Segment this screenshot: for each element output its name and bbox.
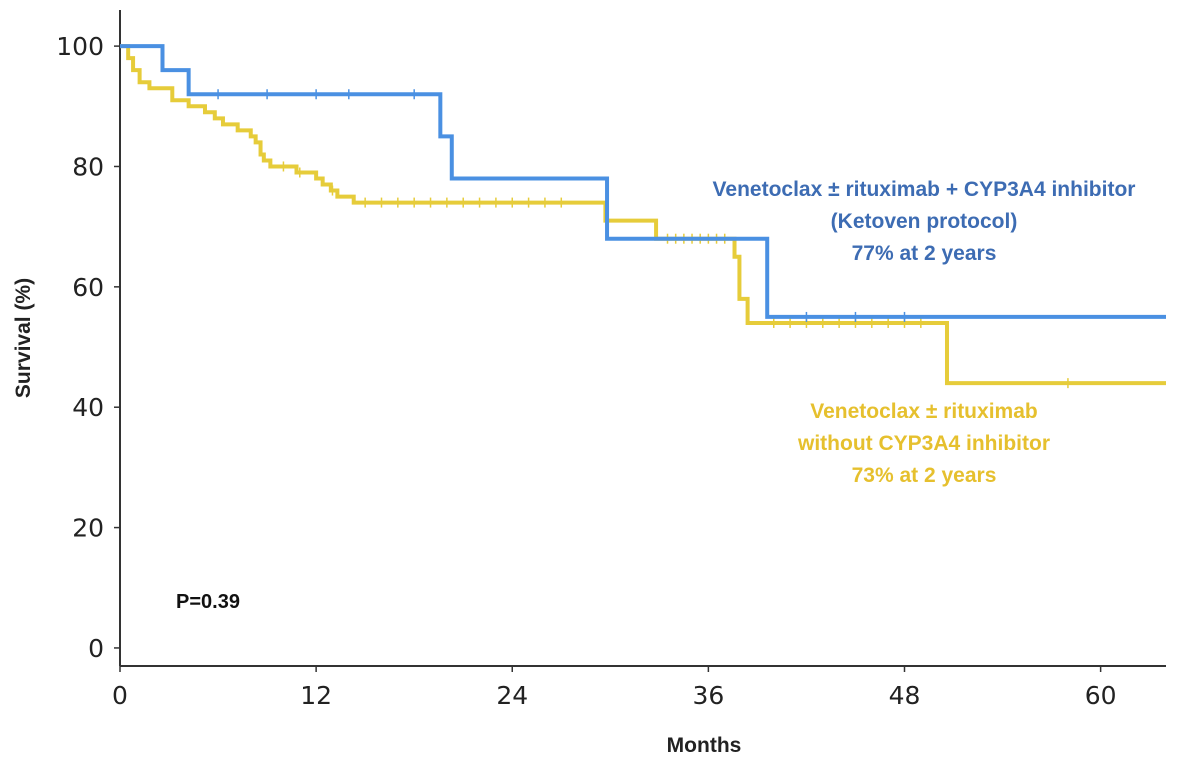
p-value-label: P=0.39 — [176, 591, 240, 613]
without-inhibitor-annotation-line-3: 73% at 2 years — [852, 464, 997, 487]
y-axis-title: Survival (%) — [12, 278, 35, 398]
x-tick-label: 36 — [692, 681, 724, 710]
x-tick-label: 0 — [112, 681, 128, 710]
y-tick-label: 40 — [72, 393, 104, 422]
without-inhibitor-annotation-line-1: Venetoclax ± rituximab — [810, 400, 1037, 423]
survival-curve-0 — [120, 44, 1166, 319]
without-inhibitor-annotation: Venetoclax ± rituximab without CYP3A4 in… — [797, 400, 1050, 487]
survival-curve-1 — [120, 44, 1166, 386]
y-tick-label: 60 — [72, 273, 104, 302]
y-tick-label: 20 — [72, 514, 104, 543]
y-tick-label: 0 — [88, 634, 104, 663]
x-axis-title: Months — [667, 734, 742, 757]
y-tick-label: 100 — [56, 32, 104, 61]
x-tick-label: 24 — [496, 681, 528, 710]
axes — [119, 10, 1166, 667]
survival-curves — [120, 44, 1166, 389]
x-tick-label: 12 — [300, 681, 332, 710]
tick-labels: 0 12 24 36 48 60 0 20 40 60 80 100 — [56, 32, 1116, 710]
x-tick-label: 60 — [1085, 681, 1117, 710]
x-tick-label: 48 — [889, 681, 921, 710]
without-inhibitor-annotation-line-2: without CYP3A4 inhibitor — [797, 432, 1050, 455]
ketoven-annotation: Venetoclax ± rituximab + CYP3A4 inhibito… — [713, 178, 1136, 265]
ketoven-annotation-line-3: 77% at 2 years — [852, 242, 997, 265]
ketoven-annotation-line-1: Venetoclax ± rituximab + CYP3A4 inhibito… — [713, 178, 1136, 201]
y-tick-label: 80 — [72, 152, 104, 181]
ketoven-annotation-line-2: (Ketoven protocol) — [831, 210, 1018, 233]
